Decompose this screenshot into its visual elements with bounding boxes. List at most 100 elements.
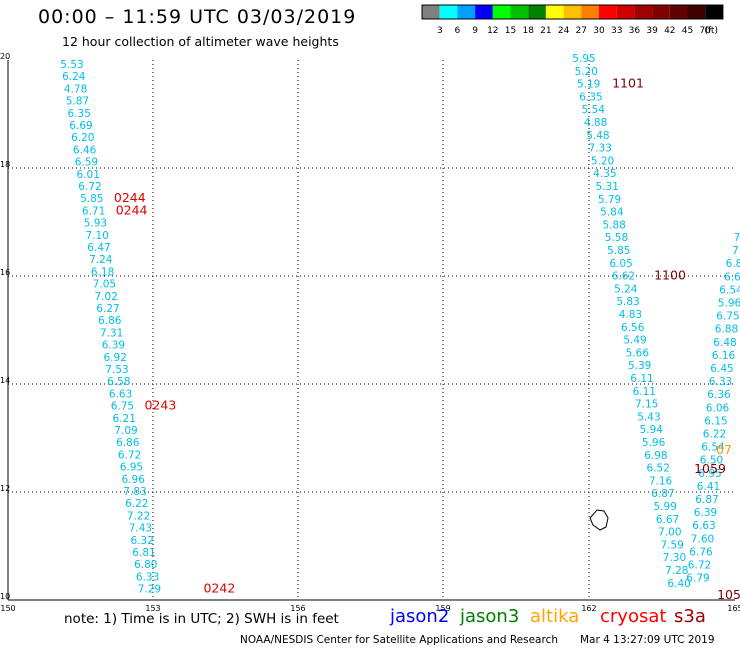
legend-label: 36 bbox=[629, 26, 641, 36]
swh-value: 7.00 bbox=[658, 527, 681, 539]
swh-value: 4.78 bbox=[64, 83, 87, 95]
swh-value: 7.24 bbox=[89, 254, 113, 266]
pass-time-label: 07 bbox=[716, 442, 732, 457]
swh-value: 5.93 bbox=[84, 218, 107, 230]
swh-value: 5.96 bbox=[642, 437, 666, 449]
x-tick-label: 159 bbox=[435, 604, 450, 613]
pass-time-label: 0243 bbox=[144, 398, 176, 413]
legend-swatch bbox=[528, 5, 546, 19]
swh-value: 6.63 bbox=[692, 520, 715, 532]
color-legend: 3 6 9 12 15 18 21 24 27 30 33 36 39 42 45 70(ft) bbox=[421, 4, 724, 36]
legend-swatch bbox=[669, 5, 688, 19]
legend-swatch bbox=[705, 5, 723, 19]
swh-value: 6.24 bbox=[62, 71, 86, 83]
swh-value: 5.54 bbox=[582, 104, 606, 116]
swh-value: 5.66 bbox=[626, 347, 650, 359]
swh-value: 6.48 bbox=[713, 337, 736, 349]
legend-label: 24 bbox=[558, 26, 570, 36]
x-tick-label: 153 bbox=[145, 604, 160, 613]
swh-value: 6.54 bbox=[701, 442, 725, 454]
pass-time-label: 1059 bbox=[694, 461, 726, 476]
swh-value: 6.88 bbox=[715, 324, 738, 336]
legend-swatch bbox=[581, 5, 599, 19]
swh-value: 7.28 bbox=[665, 565, 688, 577]
swh-value: 6.46 bbox=[73, 144, 97, 156]
legend-swatch bbox=[545, 5, 564, 19]
swh-value: 7.43 bbox=[129, 523, 152, 535]
island-outline bbox=[589, 509, 609, 531]
swh-value: 6.16 bbox=[712, 350, 736, 362]
swh-value: 6.96 bbox=[122, 474, 146, 486]
legend-cryosat: cryosat bbox=[600, 606, 667, 627]
swh-value: 6.01 bbox=[77, 169, 100, 181]
legend-label: 6 bbox=[455, 26, 461, 36]
legend-label: 45 bbox=[682, 26, 693, 36]
swh-value: 6.50 bbox=[700, 455, 723, 467]
swh-value: 7 bbox=[732, 245, 739, 257]
pass-time-label: 0242 bbox=[203, 581, 235, 596]
chart-subtitle: 12 hour collection of altimeter wave hei… bbox=[62, 34, 339, 49]
swh-value: 5.19 bbox=[577, 79, 600, 91]
swh-value: 6.62 bbox=[612, 271, 635, 283]
swh-value: 7.30 bbox=[663, 552, 686, 564]
swh-value: 7.33 bbox=[589, 143, 612, 155]
pass-time-label: 0244 bbox=[116, 202, 148, 217]
swh-value: 5.53 bbox=[60, 59, 83, 71]
swh-value: 6.72 bbox=[688, 560, 711, 572]
swh-value: 6.59 bbox=[75, 157, 98, 169]
swh-value: 6.87 bbox=[695, 494, 718, 506]
swh-value: 6.11 bbox=[633, 386, 656, 398]
swh-value: 6.58 bbox=[107, 376, 130, 388]
legend-label: 42 bbox=[664, 26, 675, 36]
swh-value: 5.39 bbox=[628, 360, 651, 372]
swh-value: 5.95 bbox=[572, 53, 595, 65]
swh-value: 7.09 bbox=[114, 425, 137, 437]
legend-label: 21 bbox=[540, 26, 551, 36]
swh-value: 6.81 bbox=[132, 547, 155, 559]
swh-value: 6.54 bbox=[719, 284, 740, 296]
swh-value: 6.87 bbox=[651, 488, 674, 500]
legend-swatch bbox=[652, 5, 670, 19]
swh-value: 5.85 bbox=[80, 193, 103, 205]
swh-value: 5.58 bbox=[605, 232, 628, 244]
legend-label: 27 bbox=[576, 26, 587, 36]
y-tick-label: 20 bbox=[0, 52, 10, 61]
pass-time-label: 1100 bbox=[654, 268, 686, 283]
footer-timestamp: Mar 4 13:27:09 UTC 2019 bbox=[580, 634, 715, 646]
swh-value: 5.87 bbox=[66, 96, 89, 108]
legend-label: 30 bbox=[593, 26, 605, 36]
swh-value: 6.76 bbox=[689, 546, 713, 558]
swh-value: 5.94 bbox=[640, 424, 664, 436]
x-tick-label: 165 bbox=[727, 604, 740, 613]
legend-label: 15 bbox=[505, 26, 516, 36]
pass-time-label: 105 bbox=[717, 587, 740, 602]
swh-value: 6.20 bbox=[71, 132, 94, 144]
legend-swatch bbox=[599, 5, 617, 19]
swh-value: 7.60 bbox=[691, 533, 714, 545]
swh-value: 6.40 bbox=[667, 578, 690, 590]
swh-value: 6.75 bbox=[716, 311, 739, 323]
swh-value: 6.86 bbox=[116, 437, 140, 449]
swh-value: 5.85 bbox=[607, 245, 630, 257]
swh-value: 6.86 bbox=[98, 315, 122, 327]
legend-label: (ft) bbox=[704, 26, 718, 36]
swh-value: 6.8 bbox=[726, 258, 740, 270]
x-tick-label: 162 bbox=[581, 604, 596, 613]
legend-swatch bbox=[563, 5, 582, 19]
swh-value: 6.27 bbox=[96, 303, 119, 315]
swh-value: 4.83 bbox=[619, 309, 642, 321]
legend-label: 12 bbox=[487, 26, 498, 36]
legend-swatch bbox=[457, 5, 476, 19]
swh-value: 5.49 bbox=[623, 335, 646, 347]
swh-value: 6.22 bbox=[703, 429, 726, 441]
swh-value: 5.43 bbox=[637, 411, 660, 423]
swh-value: 6.72 bbox=[118, 449, 141, 461]
swh-value: 6.15 bbox=[704, 415, 727, 427]
swh-value: 6.33 bbox=[136, 571, 159, 583]
swh-value: 6.63 bbox=[109, 388, 132, 400]
y-tick-label: 12 bbox=[0, 484, 10, 493]
legend-jason3: jason3 bbox=[460, 606, 520, 627]
swh-value: 6.95 bbox=[120, 462, 143, 474]
swh-value: 4.35 bbox=[593, 168, 616, 180]
swh-value: 6.22 bbox=[125, 498, 148, 510]
